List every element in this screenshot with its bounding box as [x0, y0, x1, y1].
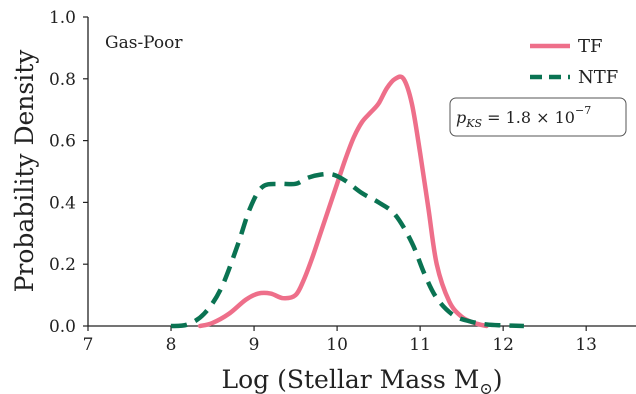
y-tick-label: 1.0 — [49, 8, 76, 28]
ks-stat-lhs-sub: KS — [465, 117, 482, 130]
ks-stat-text: pKS = 1.8 × 10−7 — [456, 104, 591, 130]
x-axis-title-main: Log (Stellar Mass M — [222, 365, 480, 394]
x-tick-label: 13 — [575, 335, 597, 355]
ks-stat-rhs: = 1.8 × 10 — [482, 108, 575, 127]
ks-stat-box: pKS = 1.8 × 10−7 — [449, 97, 627, 137]
series-line-tf — [197, 74, 489, 329]
axes — [87, 17, 636, 327]
x-tick-label: 12 — [492, 335, 514, 355]
y-axis-title: Probability Density — [10, 49, 39, 293]
ks-stat-lhs: p — [456, 108, 466, 127]
y-tick-label: 0.2 — [49, 255, 76, 275]
legend-label-ntf: NTF — [578, 67, 618, 88]
x-tick-label: 11 — [409, 335, 431, 355]
x-axis-title-close: ) — [493, 365, 503, 394]
ks-stat-frame — [449, 97, 627, 137]
y-tick-label: 0.8 — [49, 70, 76, 90]
y-tick-label: 0.0 — [49, 317, 76, 337]
ticks: 7 8 9 10 11 12 13 0.0 0.2 0.4 0.6 0.8 1.0 — [49, 8, 597, 355]
series-line-ntf — [170, 171, 524, 329]
series — [170, 74, 524, 329]
annotation-label: Gas-Poor — [105, 33, 183, 53]
x-tick-label: 10 — [326, 335, 348, 355]
x-tick-label: 9 — [249, 335, 260, 355]
ks-stat-rhs-sup: −7 — [575, 104, 591, 117]
legend: TF NTF — [530, 36, 618, 88]
x-tick-label: 8 — [166, 335, 177, 355]
y-tick-label: 0.4 — [49, 193, 76, 213]
x-axis-title: Log (Stellar Mass M⊙) — [222, 365, 503, 394]
x-tick-label: 7 — [83, 335, 94, 355]
y-tick-label: 0.6 — [49, 132, 76, 152]
x-axis-title-sub: ⊙ — [479, 379, 492, 394]
legend-label-tf: TF — [578, 36, 603, 57]
